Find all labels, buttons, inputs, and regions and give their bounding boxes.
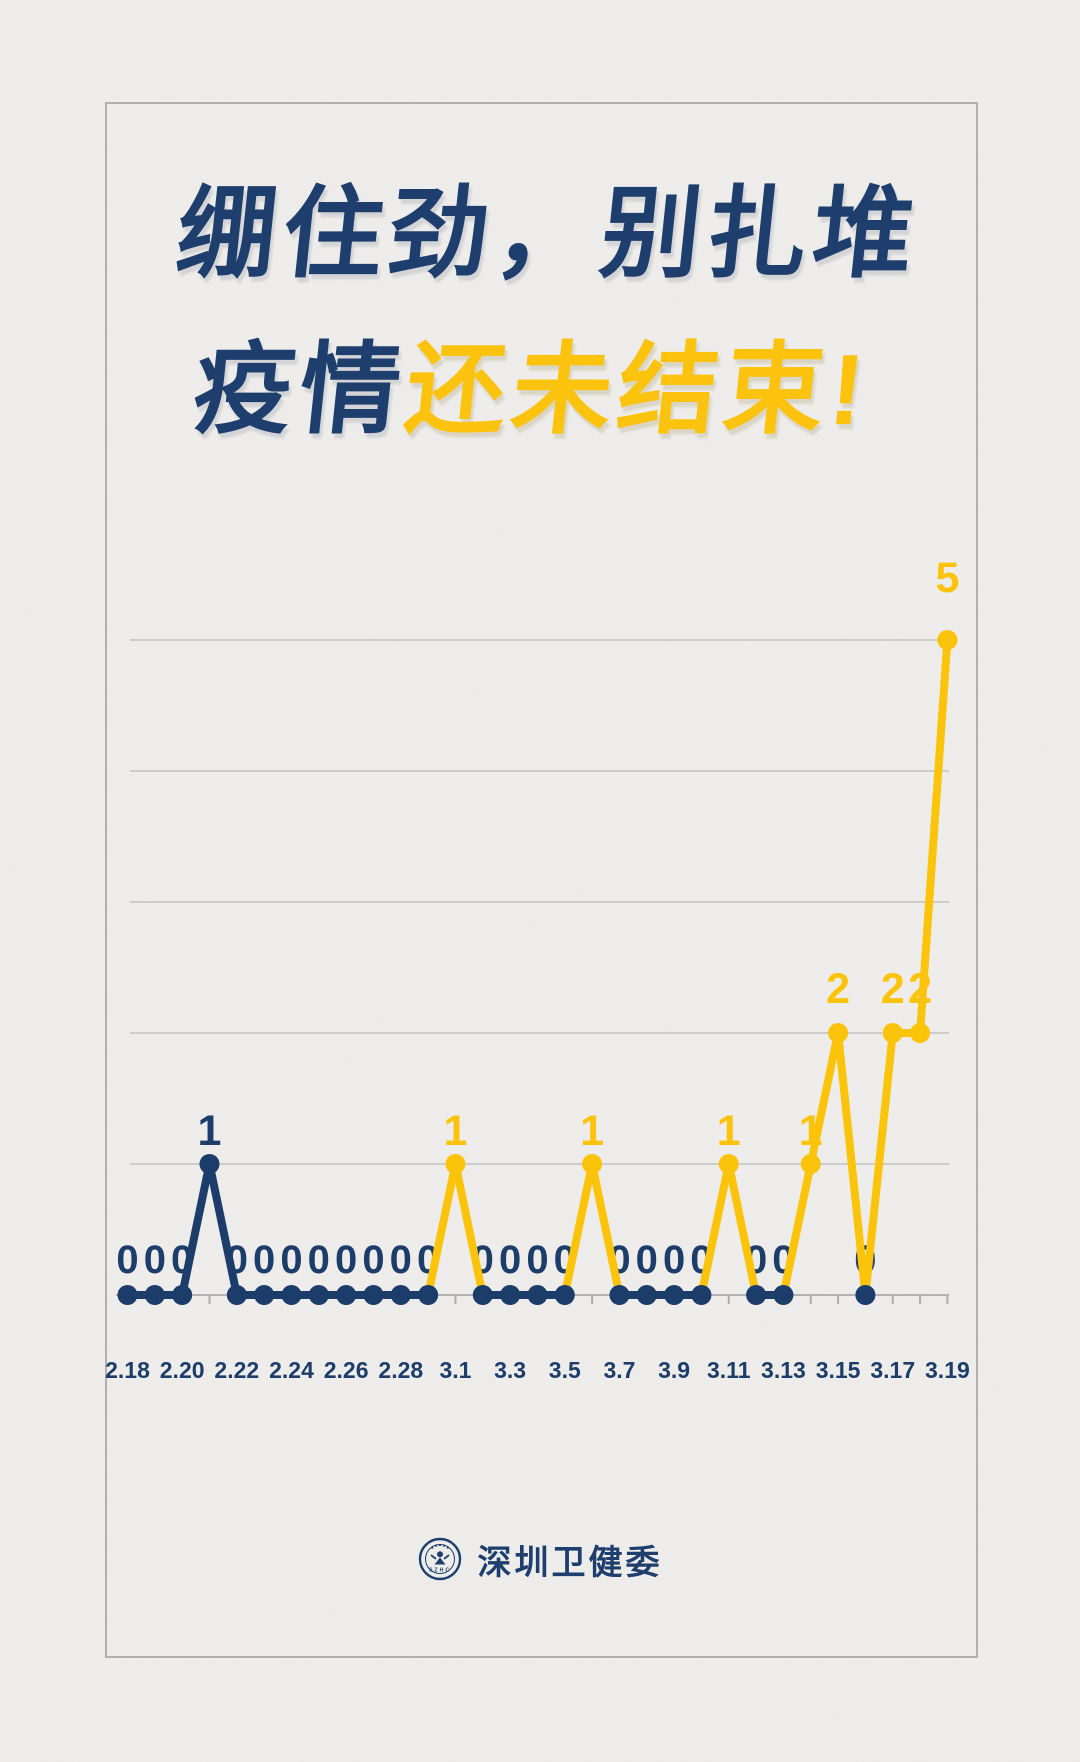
zero-label: 0: [499, 1238, 521, 1282]
value-label: 1: [580, 1107, 604, 1155]
data-point: [882, 1023, 903, 1043]
org-name: 深圳卫健委: [477, 1543, 663, 1582]
data-point: [718, 1154, 739, 1174]
x-tick-label: 2.24: [269, 1357, 314, 1383]
data-point: [281, 1285, 302, 1305]
x-tick-label: 3.19: [925, 1357, 970, 1383]
value-label: 1: [443, 1107, 467, 1155]
data-point: [308, 1285, 329, 1305]
data-point: [445, 1154, 466, 1174]
x-tick-label: 2.20: [160, 1357, 205, 1383]
x-tick-label: 3.7: [603, 1357, 635, 1383]
x-tick-label: 2.28: [378, 1357, 423, 1383]
zero-label: 0: [663, 1238, 685, 1282]
data-point: [199, 1154, 220, 1174]
data-point: [172, 1285, 193, 1305]
szhc-logo-icon: SZHC: [418, 1537, 461, 1581]
value-label: 2: [826, 965, 850, 1013]
data-point: [336, 1285, 357, 1305]
data-point: [144, 1285, 165, 1305]
data-point: [390, 1285, 411, 1305]
zero-label: 0: [116, 1238, 138, 1282]
data-point: [472, 1285, 493, 1305]
data-point: [636, 1285, 657, 1305]
series-segment: [779, 1160, 815, 1299]
series-segment: [724, 1160, 761, 1299]
data-point: [254, 1285, 275, 1305]
value-label: 5: [935, 554, 959, 602]
data-point: [800, 1154, 821, 1174]
series-segment: [424, 1160, 460, 1299]
data-point: [226, 1285, 247, 1305]
data-point: [773, 1285, 794, 1305]
series-segment: [560, 1160, 597, 1299]
zero-label: 0: [526, 1238, 548, 1282]
series-segment: [205, 1160, 241, 1299]
x-tick-label: 3.11: [707, 1357, 751, 1383]
x-tick-label: 3.5: [549, 1357, 581, 1383]
data-point: [746, 1285, 767, 1305]
data-point: [418, 1285, 439, 1305]
data-point: [855, 1285, 876, 1305]
x-tick-label: 2.26: [324, 1357, 369, 1383]
data-point: [691, 1285, 712, 1305]
x-tick-label: 3.17: [870, 1357, 915, 1383]
footer: SZHC 深圳卫健委: [0, 1528, 1080, 1590]
zero-label: 0: [280, 1238, 302, 1282]
zero-label: 0: [253, 1238, 275, 1282]
data-point: [500, 1285, 521, 1305]
x-tick-label: 3.13: [761, 1357, 806, 1383]
x-tick-label: 2.22: [214, 1357, 259, 1383]
x-tick-label: 3.1: [439, 1357, 471, 1383]
series-segment: [806, 1029, 843, 1168]
x-tick-label: 3.9: [658, 1357, 690, 1383]
data-point: [937, 630, 958, 650]
value-label: 2: [881, 965, 905, 1013]
x-tick-label: 3.3: [494, 1357, 526, 1383]
zero-label: 0: [362, 1238, 384, 1282]
series-segment: [178, 1160, 214, 1299]
data-point: [527, 1285, 548, 1305]
x-tick-label: 2.18: [105, 1357, 150, 1383]
zero-label: 0: [636, 1238, 658, 1282]
data-point: [582, 1154, 603, 1174]
zero-label: 0: [390, 1238, 412, 1282]
series-segment: [451, 1160, 487, 1299]
data-point: [117, 1285, 138, 1305]
series-segment: [916, 636, 952, 1037]
zero-label: 0: [335, 1238, 357, 1282]
data-point: [910, 1023, 931, 1043]
series-segment: [697, 1160, 733, 1299]
value-label: 1: [198, 1107, 222, 1155]
series-segment: [834, 1029, 870, 1299]
zero-label: 0: [308, 1238, 330, 1282]
data-point: [664, 1285, 685, 1305]
value-label: 1: [717, 1107, 741, 1155]
logo-acronym: SZHC: [428, 1568, 450, 1574]
data-point: [363, 1285, 384, 1305]
data-point: [828, 1023, 849, 1043]
series-segment: [588, 1160, 624, 1299]
series-segment: [861, 1029, 897, 1299]
x-tick-label: 3.15: [816, 1357, 861, 1383]
data-point: [609, 1285, 630, 1305]
data-point: [554, 1285, 575, 1305]
card-frame: [105, 102, 978, 1658]
zero-label: 0: [144, 1238, 166, 1282]
